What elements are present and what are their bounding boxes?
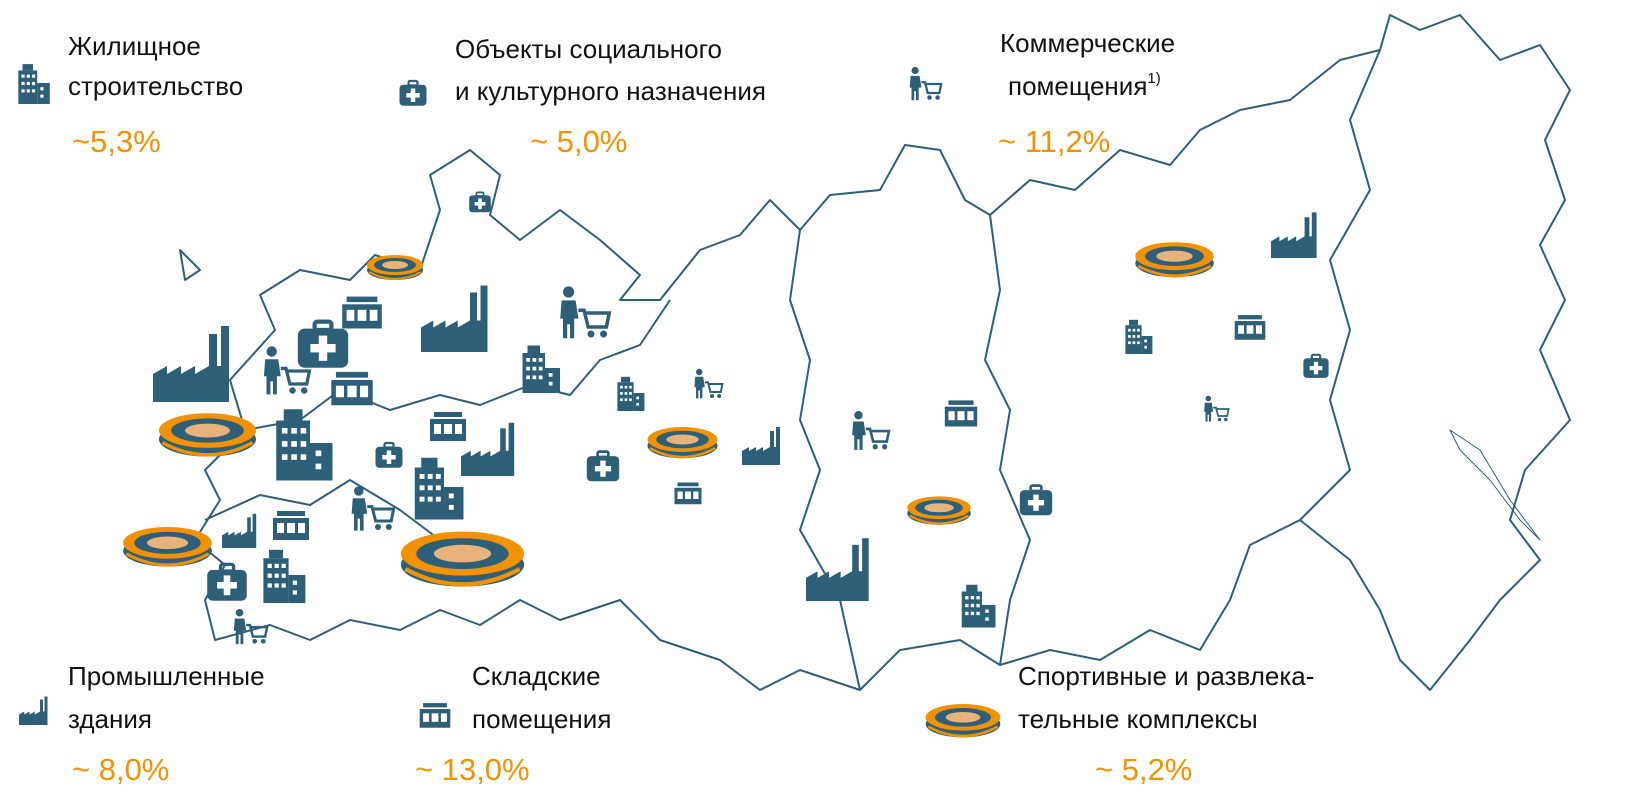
icon	[276, 409, 333, 481]
map-outline	[179, 14, 1571, 691]
icon	[906, 495, 972, 526]
icon	[414, 457, 464, 520]
icon	[617, 376, 645, 411]
label-text: помещения	[1008, 71, 1147, 101]
icon	[298, 322, 348, 368]
icon	[157, 411, 258, 459]
icon	[398, 79, 428, 107]
label-line: помещения1)	[1008, 70, 1161, 101]
icon	[1133, 240, 1216, 279]
icon	[1271, 212, 1317, 258]
icon	[205, 562, 249, 603]
icon	[222, 513, 257, 548]
share: ~ 5,2%	[1095, 752, 1192, 787]
icon	[374, 441, 404, 469]
icon	[674, 482, 702, 505]
icon	[1302, 353, 1330, 379]
icon	[430, 412, 466, 441]
label-line: Промышленные	[68, 661, 265, 691]
icon	[366, 254, 424, 281]
icon	[19, 696, 48, 725]
icon	[153, 326, 229, 402]
icon	[263, 549, 306, 603]
icon	[806, 538, 869, 601]
icon	[1018, 484, 1054, 517]
icon	[522, 345, 560, 393]
icon	[18, 64, 50, 104]
share: ~ 8,0%	[72, 752, 169, 787]
label-line: и культурного назначения	[455, 76, 766, 106]
icon	[273, 511, 309, 540]
label-line: Складские	[472, 661, 601, 691]
label-line: Коммерческие	[1000, 28, 1175, 58]
icon	[401, 532, 524, 587]
share: ~ 5,0%	[530, 124, 627, 159]
icon	[1125, 319, 1153, 354]
icon	[558, 285, 612, 341]
icon	[468, 191, 492, 214]
share: ~5,3%	[72, 124, 161, 159]
label-line: строительство	[68, 71, 243, 101]
icon	[924, 702, 1002, 739]
icon	[944, 400, 978, 427]
icon	[419, 703, 451, 728]
icon	[646, 425, 719, 460]
icon	[342, 296, 382, 329]
icon	[850, 410, 891, 452]
label-line: Жилищное	[68, 31, 201, 61]
label-line: помещения	[472, 704, 611, 734]
label-line: Спортивные и развлека-	[1018, 661, 1314, 691]
icon	[961, 584, 996, 628]
icon	[742, 427, 780, 465]
icon	[1234, 315, 1266, 340]
label-line: здания	[68, 704, 152, 734]
icon	[232, 608, 269, 646]
icon	[331, 371, 373, 406]
icon	[421, 285, 488, 352]
legend-labels: Жилищное строительство ~5,3% Объекты соц…	[68, 28, 1314, 787]
share: ~ 11,2%	[998, 124, 1110, 159]
label-line: Объекты социального	[455, 34, 722, 64]
icon	[908, 66, 943, 102]
icon	[585, 450, 621, 483]
icon	[461, 422, 515, 476]
icon	[121, 525, 214, 569]
footnote-mark: 1)	[1147, 70, 1160, 87]
icon	[693, 368, 724, 400]
label-line: тельные комплексы	[1018, 704, 1258, 734]
share: ~ 13,0%	[415, 752, 530, 787]
icon	[1203, 395, 1230, 423]
